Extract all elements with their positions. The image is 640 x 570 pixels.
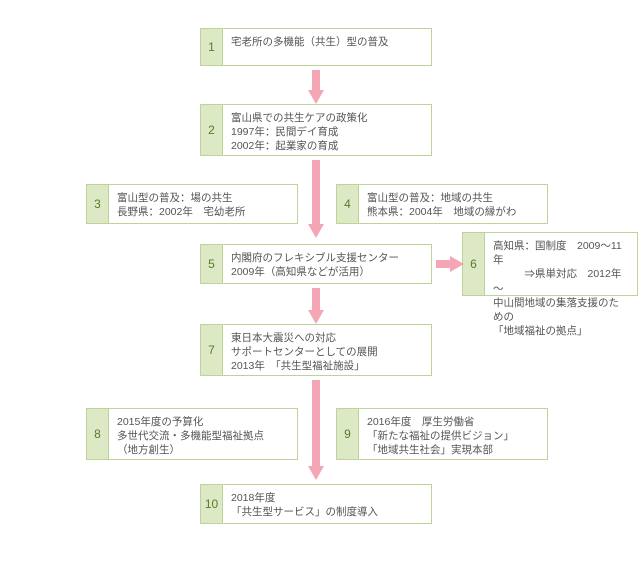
flow-node-6: 6高知県：国制度 2009～11年 ⇒県単対応 2012年～ 中山間地域の集落支… bbox=[462, 232, 638, 296]
flow-arrow bbox=[308, 224, 324, 238]
flow-node-text: 2018年度 「共生型サービス」の制度導入 bbox=[223, 485, 431, 523]
flow-node-num: 4 bbox=[337, 185, 359, 223]
flow-arrow-stem bbox=[312, 380, 320, 466]
flow-arrow-stem bbox=[312, 70, 320, 90]
flow-node-7: 7東日本大震災への対応 サポートセンターとしての展開 2013年 「共生型福祉施… bbox=[200, 324, 432, 376]
flow-node-8: 82015年度の予算化 多世代交流・多機能型福祉拠点 （地方創生） bbox=[86, 408, 298, 460]
flow-arrow-stem bbox=[312, 288, 320, 310]
flow-node-5: 5内閣府のフレキシブル支援センター 2009年（高知県などが活用） bbox=[200, 244, 432, 284]
flow-node-text: 2015年度の予算化 多世代交流・多機能型福祉拠点 （地方創生） bbox=[109, 409, 297, 459]
flow-node-num: 7 bbox=[201, 325, 223, 375]
flow-node-text: 富山県での共生ケアの政策化 1997年：民間デイ育成 2002年：起業家の育成 bbox=[223, 105, 431, 155]
flow-node-num: 2 bbox=[201, 105, 223, 155]
flow-node-1: 1宅老所の多機能（共生）型の普及 bbox=[200, 28, 432, 66]
flow-arrow-stem bbox=[312, 160, 320, 224]
flow-node-3: 3富山型の普及：場の共生 長野県：2002年 宅幼老所 bbox=[86, 184, 298, 224]
flow-arrow bbox=[308, 466, 324, 480]
flow-node-text: 東日本大震災への対応 サポートセンターとしての展開 2013年 「共生型福祉施設… bbox=[223, 325, 431, 375]
flow-node-num: 6 bbox=[463, 233, 485, 295]
flow-node-9: 92016年度 厚生労働省 「新たな福祉の提供ビジョン」 「地域共生社会」実現本… bbox=[336, 408, 548, 460]
flow-arrow bbox=[308, 90, 324, 104]
flow-node-4: 4富山型の普及：地域の共生 熊本県：2004年 地域の縁がわ bbox=[336, 184, 548, 224]
flow-node-num: 9 bbox=[337, 409, 359, 459]
flow-node-num: 3 bbox=[87, 185, 109, 223]
flow-node-text: 2016年度 厚生労働省 「新たな福祉の提供ビジョン」 「地域共生社会」実現本部 bbox=[359, 409, 547, 459]
flow-arrow bbox=[450, 256, 464, 272]
flow-node-text: 富山型の普及：地域の共生 熊本県：2004年 地域の縁がわ bbox=[359, 185, 547, 223]
flow-node-num: 1 bbox=[201, 29, 223, 65]
flow-node-10: 102018年度 「共生型サービス」の制度導入 bbox=[200, 484, 432, 524]
flow-node-text: 高知県：国制度 2009～11年 ⇒県単対応 2012年～ 中山間地域の集落支援… bbox=[485, 233, 637, 295]
flow-node-num: 10 bbox=[201, 485, 223, 523]
flow-arrow bbox=[308, 310, 324, 324]
flow-node-num: 8 bbox=[87, 409, 109, 459]
flow-node-text: 内閣府のフレキシブル支援センター 2009年（高知県などが活用） bbox=[223, 245, 431, 283]
flow-node-2: 2富山県での共生ケアの政策化 1997年：民間デイ育成 2002年：起業家の育成 bbox=[200, 104, 432, 156]
flow-node-text: 富山型の普及：場の共生 長野県：2002年 宅幼老所 bbox=[109, 185, 297, 223]
flow-node-num: 5 bbox=[201, 245, 223, 283]
flow-arrow-stem bbox=[436, 260, 450, 268]
flow-node-text: 宅老所の多機能（共生）型の普及 bbox=[223, 29, 431, 65]
